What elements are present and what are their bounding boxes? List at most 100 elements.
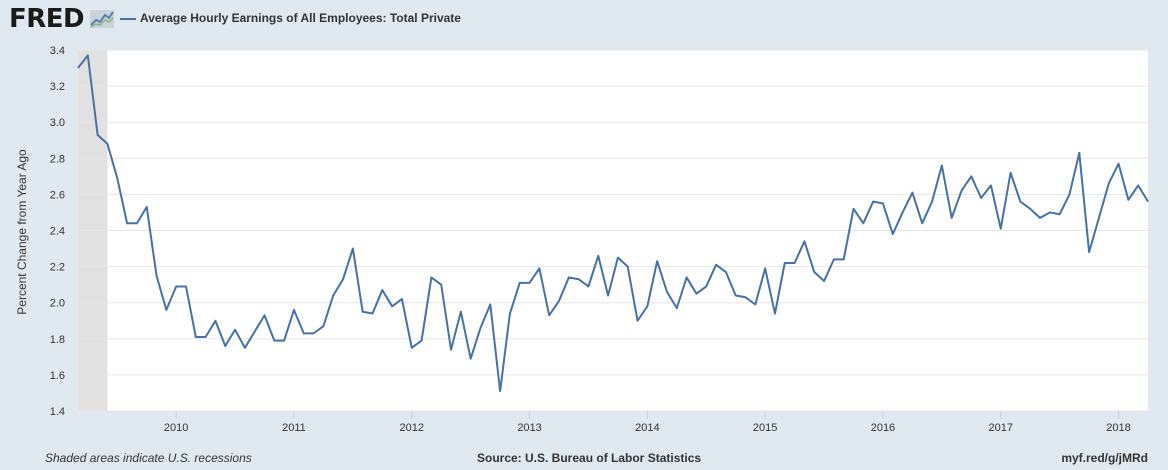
data-point <box>617 257 618 258</box>
data-point <box>1069 194 1070 195</box>
data-point <box>1010 172 1011 173</box>
data-point <box>195 336 196 337</box>
data-point <box>401 299 402 300</box>
x-tick-label: 2014 <box>635 422 659 434</box>
legend-series-name: Average Hourly Earnings of All Employees… <box>140 11 461 25</box>
data-point <box>755 304 756 305</box>
data-point <box>902 212 903 213</box>
data-point <box>696 293 697 294</box>
data-point <box>225 346 226 347</box>
y-tick-label: 2.4 <box>50 226 65 238</box>
chart-header: FRED Average Hourly Earnings of All Empl… <box>0 0 1168 40</box>
data-point <box>824 281 825 282</box>
data-point <box>303 333 304 334</box>
data-point <box>588 286 589 287</box>
legend-swatch <box>120 18 136 20</box>
data-point <box>1098 217 1099 218</box>
data-point <box>892 234 893 235</box>
data-point <box>205 336 206 337</box>
data-point <box>293 309 294 310</box>
data-point <box>549 315 550 316</box>
data-point <box>1000 228 1001 229</box>
series-line[interactable] <box>77 54 1149 393</box>
data-point <box>244 347 245 348</box>
data-point <box>1079 152 1080 153</box>
data-point <box>961 190 962 191</box>
data-point <box>559 300 560 301</box>
x-axis: 2010 2011 2012 2013 2014 2015 2016 2017 2018 <box>164 411 1131 434</box>
data-point <box>1128 199 1129 200</box>
data-point <box>97 134 98 135</box>
data-point <box>274 340 275 341</box>
data-point <box>235 329 236 330</box>
data-point <box>500 391 501 392</box>
data-point <box>117 178 118 179</box>
data-point <box>421 340 422 341</box>
data-point <box>1108 183 1109 184</box>
data-point <box>441 284 442 285</box>
y-tick-label: 1.6 <box>50 370 65 382</box>
data-point <box>284 340 285 341</box>
data-point <box>519 282 520 283</box>
data-point <box>647 306 648 307</box>
data-point <box>676 308 677 309</box>
data-point <box>529 282 530 283</box>
data-point <box>578 279 579 280</box>
data-point <box>431 277 432 278</box>
y-axis-label: Percent Change from Year Ago <box>15 149 29 315</box>
line-chart[interactable]: 1.41.61.82.02.22.42.62.83.03.23.4 2010 20… <box>0 0 1168 440</box>
data-point <box>1059 214 1060 215</box>
data-point <box>932 201 933 202</box>
data-point <box>460 311 461 312</box>
data-point <box>146 207 147 208</box>
y-tick-label: 1.4 <box>50 406 65 418</box>
data-point <box>411 347 412 348</box>
y-tick-label: 2.6 <box>50 189 65 201</box>
gridlines <box>78 49 1148 412</box>
data-point <box>382 290 383 291</box>
data-point <box>981 198 982 199</box>
data-point <box>735 295 736 296</box>
data-point <box>264 315 265 316</box>
y-tick-label: 2.0 <box>50 298 65 310</box>
data-point <box>951 217 952 218</box>
data-point <box>313 333 314 334</box>
y-tick-label: 3.0 <box>50 117 65 129</box>
data-point <box>490 304 491 305</box>
x-tick-label: 2012 <box>400 422 424 434</box>
data-point <box>185 286 186 287</box>
data-point <box>362 311 363 312</box>
fred-logo[interactable]: FRED <box>9 4 85 34</box>
data-point <box>774 313 775 314</box>
short-link[interactable]: myf.red/g/jMRd <box>1061 451 1148 465</box>
data-point <box>794 262 795 263</box>
data-point <box>392 306 393 307</box>
data-point <box>843 259 844 260</box>
data-point <box>971 176 972 177</box>
y-tick-label: 3.4 <box>50 45 65 57</box>
y-tick-label: 3.2 <box>50 81 65 93</box>
data-point <box>725 272 726 273</box>
data-point <box>882 203 883 204</box>
data-point <box>480 327 481 328</box>
data-point <box>343 279 344 280</box>
data-point <box>539 268 540 269</box>
data-point <box>990 185 991 186</box>
data-point <box>912 192 913 193</box>
data-point <box>1049 212 1050 213</box>
data-point <box>166 309 167 310</box>
data-point <box>745 297 746 298</box>
data-point <box>1148 201 1149 202</box>
data-point <box>706 286 707 287</box>
x-tick-label: 2010 <box>164 422 188 434</box>
y-tick-label: 1.8 <box>50 334 65 346</box>
data-point <box>127 223 128 224</box>
data-point <box>352 248 353 249</box>
data-point <box>657 261 658 262</box>
data-point <box>1040 217 1041 218</box>
x-tick-label: 2016 <box>871 422 895 434</box>
data-point <box>686 277 687 278</box>
source-text: Source: U.S. Bureau of Labor Statistics <box>477 451 702 465</box>
data-point <box>1020 201 1021 202</box>
data-point <box>215 320 216 321</box>
